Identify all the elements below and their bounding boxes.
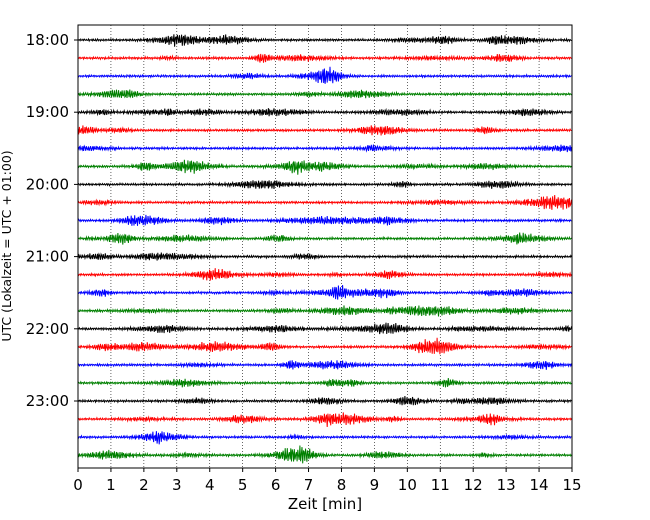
x-tick-label: 3 <box>172 476 182 494</box>
trace-1945 <box>77 159 572 175</box>
trace-2045 <box>77 232 572 245</box>
x-tick-label: 1 <box>106 476 116 494</box>
trace-2300 <box>77 396 572 406</box>
y-tick-label: 19:00 <box>26 103 69 121</box>
traces-group <box>77 34 572 464</box>
trace-2030 <box>77 214 572 226</box>
x-tick-label: 5 <box>238 476 248 494</box>
y-tick-label: 23:00 <box>26 392 69 410</box>
x-tick-label: 6 <box>271 476 281 494</box>
x-tick-label: 7 <box>304 476 314 494</box>
trace-1800 <box>77 34 572 47</box>
trace-2000 <box>77 180 572 189</box>
x-tick-label: 8 <box>337 476 347 494</box>
trace-2230 <box>77 360 572 370</box>
y-axis: 18:00 19:00 20:00 21:00 22:00 23:00 <box>26 31 78 410</box>
trace-2145 <box>77 305 572 317</box>
trace-2015 <box>77 194 572 210</box>
x-tick-label: 11 <box>431 476 450 494</box>
x-axis-label: Zeit [min] <box>288 495 362 513</box>
x-tick-label: 14 <box>530 476 549 494</box>
trace-1900 <box>77 107 572 117</box>
y-tick-label: 21:00 <box>26 248 69 266</box>
trace-2100 <box>77 252 572 261</box>
trace-1845 <box>77 89 572 99</box>
trace-2215 <box>77 337 572 355</box>
trace-1830 <box>77 66 572 84</box>
trace-2315 <box>77 412 572 428</box>
x-tick-label: 13 <box>497 476 516 494</box>
trace-2345 <box>77 445 572 464</box>
trace-2130 <box>77 285 572 300</box>
x-tick-label: 4 <box>205 476 215 494</box>
trace-1930 <box>77 144 572 153</box>
x-tick-label: 15 <box>562 476 581 494</box>
x-tick-label: 12 <box>464 476 483 494</box>
y-tick-label: 18:00 <box>26 31 69 49</box>
y-axis-label: UTC (Lokalzeit = UTC + 01:00) <box>0 150 14 341</box>
trace-1815 <box>77 53 572 63</box>
y-tick-label: 20:00 <box>26 175 69 193</box>
grid-lines <box>110 25 540 468</box>
y-tick-label: 22:00 <box>26 320 69 338</box>
x-axis: 0 1 2 3 4 5 6 7 8 9 10 11 12 13 14 15 <box>73 468 582 494</box>
x-tick-label: 0 <box>73 476 83 494</box>
trace-1915 <box>77 125 572 136</box>
trace-2245 <box>77 378 572 388</box>
trace-2115 <box>77 268 572 281</box>
plot-frame <box>77 24 573 469</box>
x-tick-label: 10 <box>398 476 417 494</box>
x-tick-label: 2 <box>139 476 149 494</box>
trace-2330 <box>77 431 572 445</box>
x-tick-label: 9 <box>370 476 380 494</box>
trace-2200 <box>77 322 572 335</box>
